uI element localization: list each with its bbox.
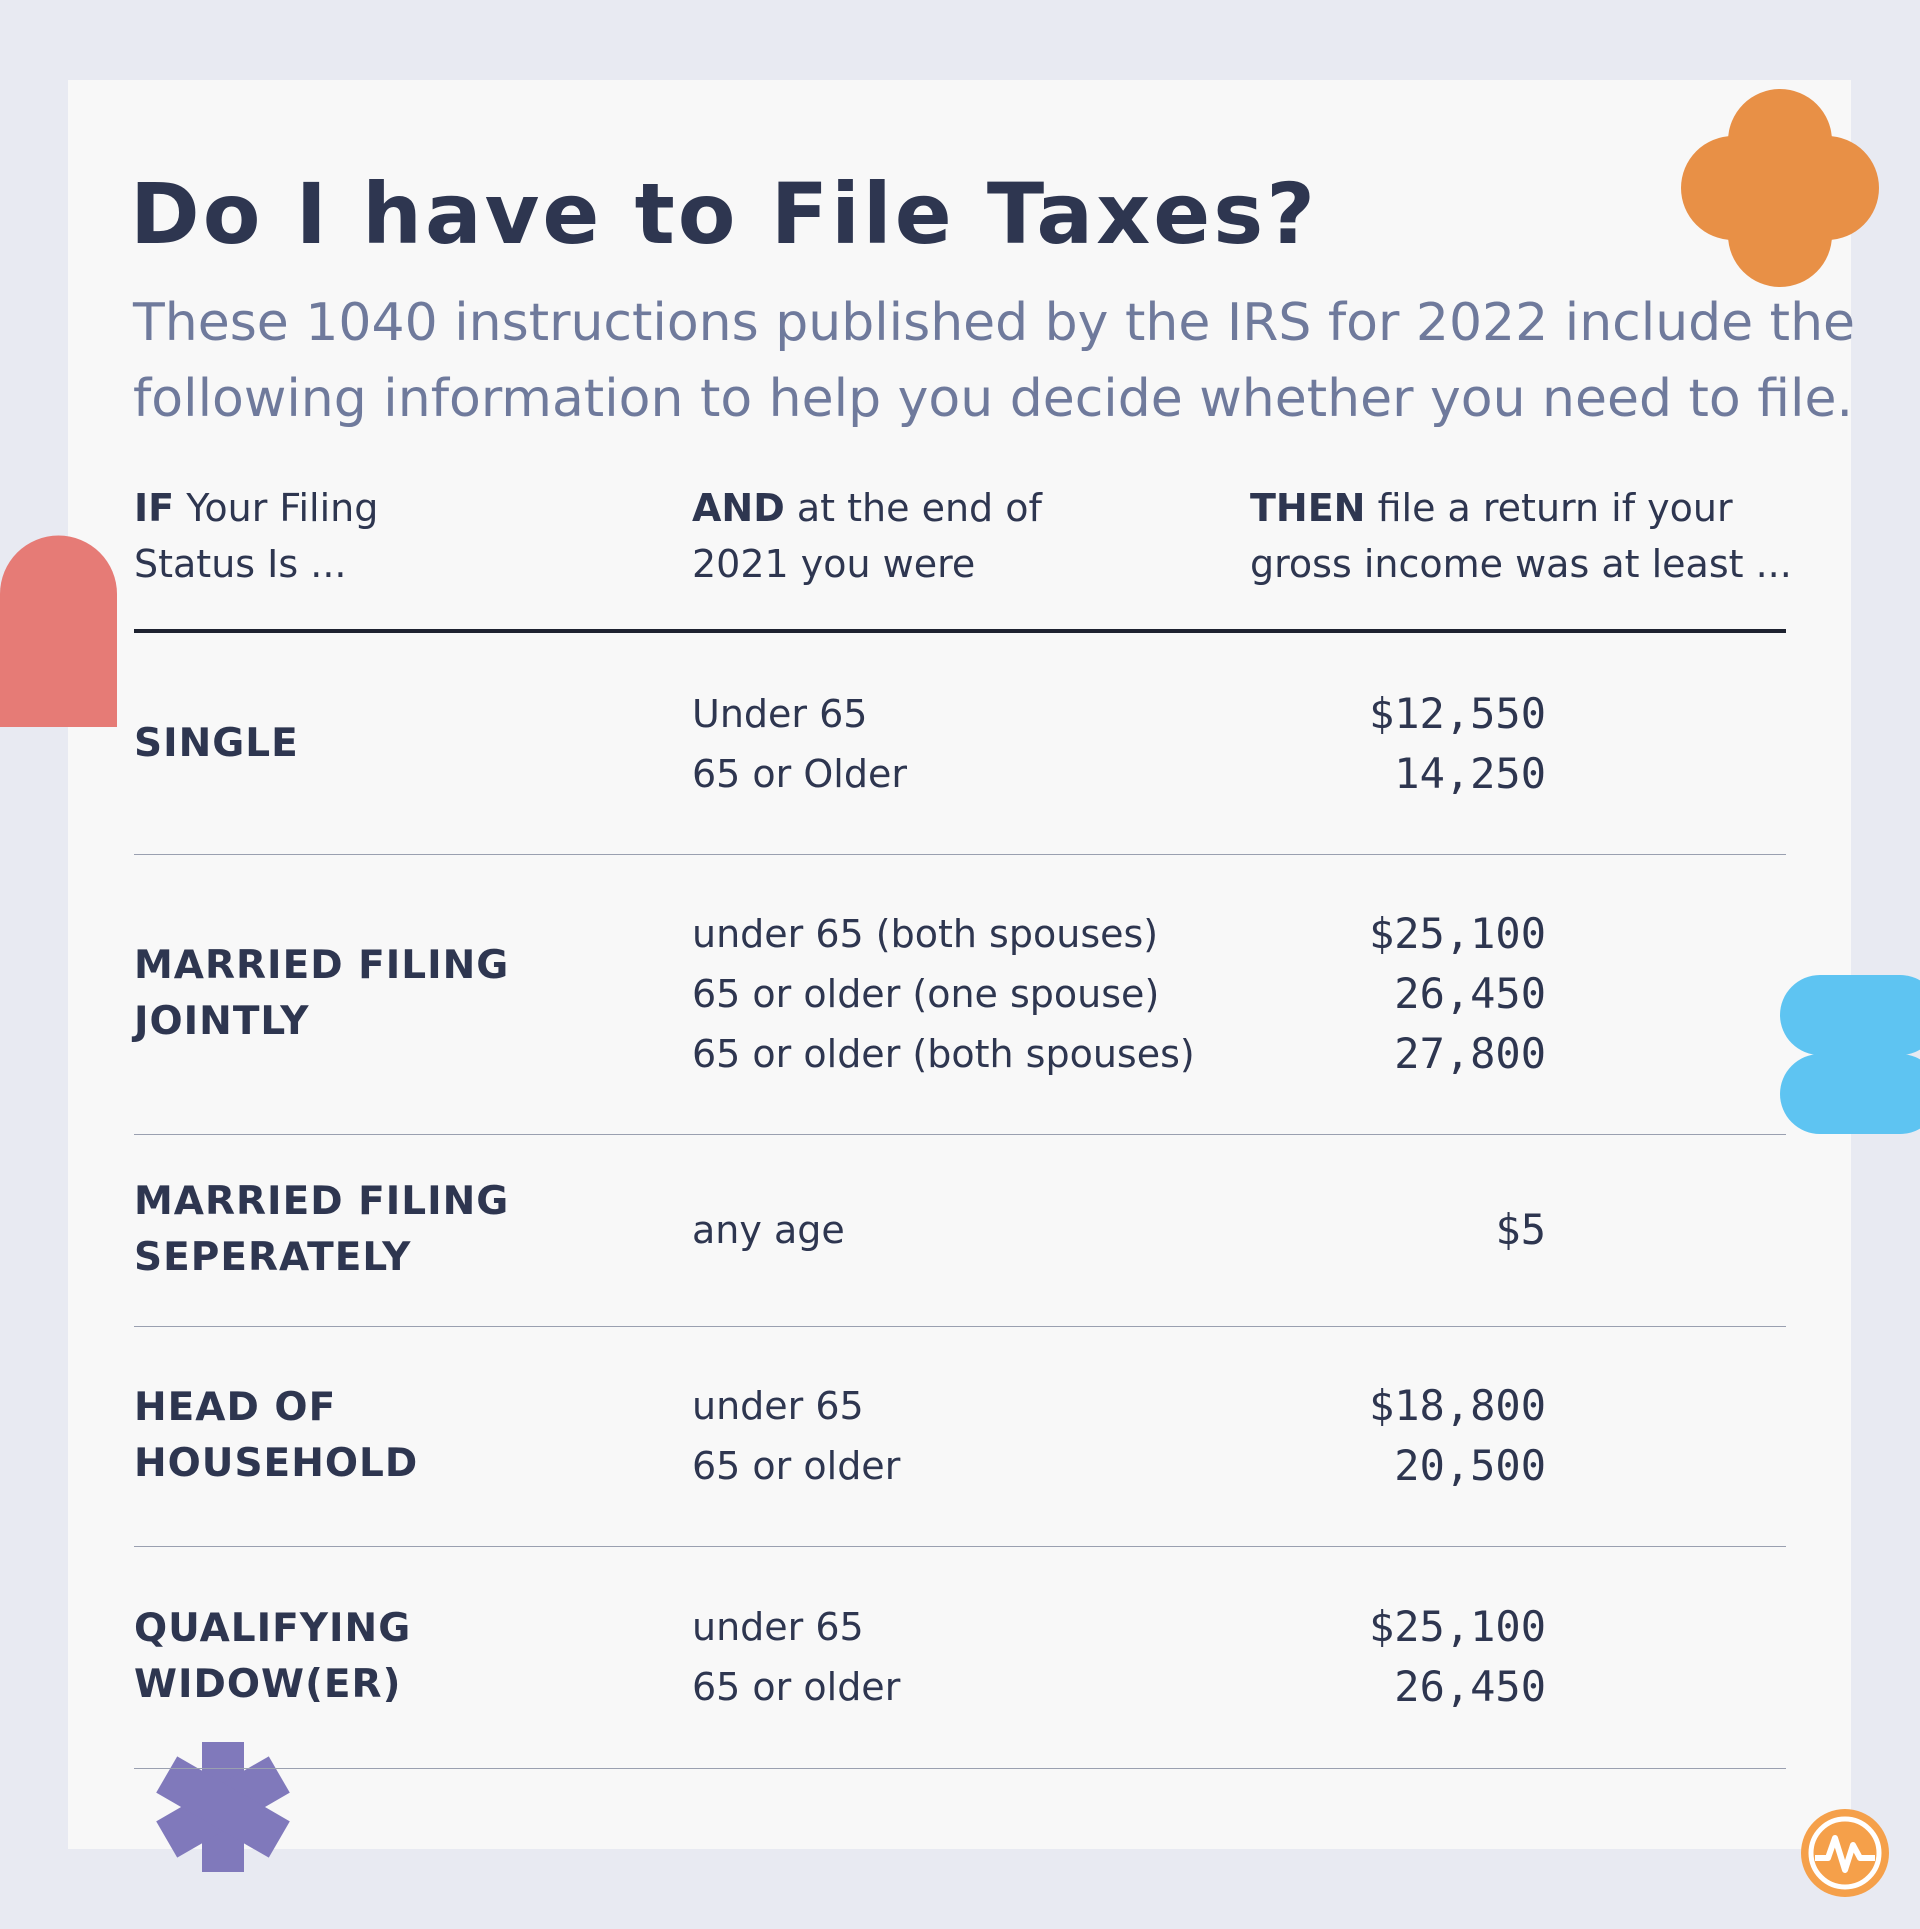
- status-line: WIDOW(ER): [134, 1662, 402, 1707]
- header-text: at the end of: [796, 486, 1042, 530]
- header-text: Status Is ...: [134, 542, 347, 586]
- age-group: Under 65 65 or Older: [692, 633, 907, 854]
- header-rule: [134, 629, 1786, 633]
- header-keyword: IF: [134, 486, 175, 530]
- header-text: gross income was at least ...: [1250, 542, 1792, 586]
- amount: 26,450: [1394, 969, 1546, 1018]
- amount: 14,250: [1394, 748, 1546, 798]
- row-separator: [134, 1546, 1786, 1547]
- age-line: any age: [692, 1208, 845, 1252]
- age-group: under 65 65 or older: [692, 1546, 900, 1768]
- age-group: under 65 65 or older: [692, 1326, 900, 1546]
- header-line: IF Your Filing: [134, 480, 378, 536]
- age-line: 65 or Older: [692, 751, 907, 796]
- header-line: 2021 you were: [692, 536, 1042, 592]
- subtitle-line: These 1040 instructions published by the…: [133, 293, 1856, 353]
- header-line: Status Is ...: [134, 536, 378, 592]
- purple-asterisk: [156, 1742, 290, 1872]
- status-line: QUALIFYING: [134, 1606, 412, 1651]
- age-line: 65 or older: [692, 1444, 901, 1488]
- header-line: AND at the end of: [692, 480, 1042, 536]
- logo: [1801, 1809, 1889, 1897]
- subtitle-line: following information to help you decide…: [133, 369, 1853, 429]
- amount: $5: [1495, 1205, 1546, 1254]
- amount: $25,100: [1368, 909, 1546, 958]
- column-header: IF Your Filing Status Is ...: [134, 480, 378, 592]
- column-header: AND at the end of 2021 you were: [692, 480, 1042, 592]
- age-group: under 65 (both spouses) 65 or older (one …: [692, 854, 1195, 1134]
- income-threshold: $12,550 14,250: [1369, 633, 1546, 854]
- filing-status: MARRIED FILING JOINTLY: [134, 854, 509, 1134]
- status-line: MARRIED FILING: [134, 943, 510, 988]
- table-row: MARRIED FILING SEPERATELY any age $5: [134, 1134, 1786, 1326]
- header-text: Your Filing: [186, 486, 379, 530]
- income-threshold: $25,100 26,450 27,800: [1369, 854, 1546, 1134]
- amount: 20,500: [1394, 1441, 1546, 1490]
- header-line: THEN file a return if your: [1250, 480, 1792, 536]
- age-line: under 65: [692, 1384, 864, 1428]
- amount: $25,100: [1368, 1602, 1546, 1651]
- title: Do I have to File Taxes?: [130, 165, 1318, 263]
- status-line: MARRIED FILING: [134, 1179, 510, 1224]
- status-line: SINGLE: [134, 720, 299, 766]
- header-keyword: AND: [692, 486, 785, 530]
- table-row: SINGLE Under 65 65 or Older $12,550 14,250: [134, 633, 1786, 854]
- column-header: THEN file a return if your gross income w…: [1250, 480, 1792, 592]
- filing-status: HEAD OF HOUSEHOLD: [134, 1326, 418, 1546]
- filing-status: QUALIFYING WIDOW(ER): [134, 1546, 411, 1768]
- income-threshold: $5: [1495, 1134, 1546, 1326]
- filing-status: MARRIED FILING SEPERATELY: [134, 1134, 509, 1326]
- age-line: 65 or older (one spouse): [692, 972, 1160, 1016]
- age-line: under 65 (both spouses): [692, 912, 1159, 956]
- subtitle: These 1040 instructions published by the…: [133, 285, 1855, 437]
- amount: 26,450: [1394, 1662, 1546, 1711]
- table-row: HEAD OF HOUSEHOLD under 65 65 or older $18,8…: [134, 1326, 1786, 1546]
- income-threshold: $18,800 20,500: [1369, 1326, 1546, 1546]
- card: [68, 80, 1851, 1849]
- filing-status: SINGLE: [134, 633, 299, 854]
- blue-shape: [1780, 975, 1920, 1134]
- amount: $18,800: [1368, 1381, 1546, 1430]
- age-group: any age: [692, 1134, 845, 1326]
- age-line: under 65: [692, 1605, 864, 1649]
- orange-flower: [1681, 89, 1879, 287]
- status-line: HEAD OF: [134, 1385, 337, 1430]
- row-separator: [134, 854, 1786, 855]
- age-line: 65 or older (both spouses): [692, 1032, 1195, 1076]
- income-threshold: $25,100 26,450: [1369, 1546, 1546, 1768]
- table-row: QUALIFYING WIDOW(ER) under 65 65 or older $2…: [134, 1546, 1786, 1768]
- red-arch: [0, 535, 117, 727]
- status-line: HOUSEHOLD: [134, 1441, 419, 1486]
- amount: 27,800: [1394, 1029, 1546, 1078]
- status-line: JOINTLY: [134, 999, 310, 1044]
- row-separator: [134, 1768, 1786, 1769]
- row-separator: [134, 1326, 1786, 1327]
- table-row: MARRIED FILING JOINTLY under 65 (both spou…: [134, 854, 1786, 1134]
- row-separator: [134, 1134, 1786, 1135]
- header-text: 2021 you were: [692, 542, 976, 586]
- age-line: 65 or older: [692, 1665, 901, 1709]
- status-line: SEPERATELY: [134, 1235, 412, 1280]
- age-line: Under 65: [692, 691, 868, 736]
- header-keyword: THEN: [1250, 486, 1366, 530]
- amount: $12,550: [1368, 688, 1546, 738]
- header-text: file a return if your: [1377, 486, 1733, 530]
- header-line: gross income was at least ...: [1250, 536, 1792, 592]
